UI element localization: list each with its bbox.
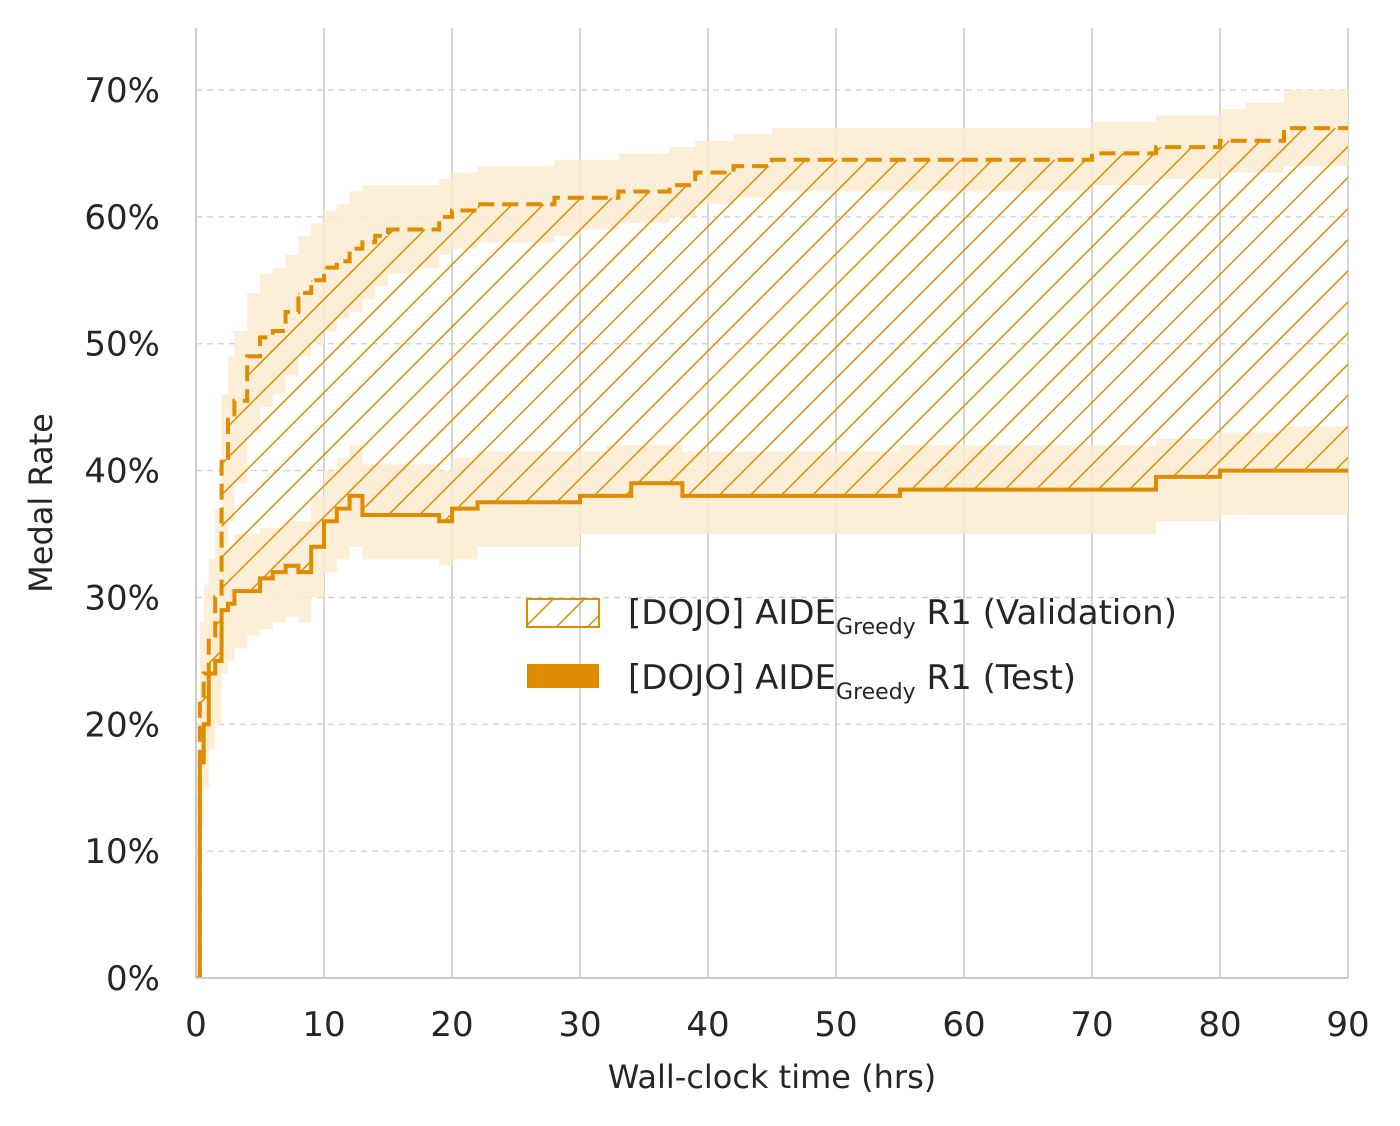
test-line [196, 468, 1348, 978]
x-tick-label: 70 [1070, 1005, 1113, 1045]
tick-labels: 0 10 20 30 40 50 60 70 80 90 0% 10% 20% 30% 40% 50% 60% 7… [84, 71, 1369, 1045]
x-tick-label: 50 [814, 1005, 857, 1045]
y-tick-label: 70% [84, 71, 160, 111]
y-tick-label: 40% [84, 452, 160, 492]
confidence-band-test [196, 426, 1348, 978]
hatched-gap-fill [196, 128, 1348, 978]
y-tick-label: 10% [84, 832, 160, 872]
legend: [DOJO] AIDEGreedy R1 (Validation) [DOJO]… [526, 593, 1177, 705]
x-tick-label: 40 [686, 1005, 729, 1045]
x-tick-label: 80 [1198, 1005, 1241, 1045]
y-tick-label: 30% [84, 578, 160, 618]
legend-test-label: [DOJO] AIDEGreedy R1 (Test) [628, 658, 1076, 705]
y-tick-label: 60% [84, 198, 160, 238]
y-tick-label: 20% [84, 705, 160, 745]
x-tick-label: 20 [430, 1005, 473, 1045]
y-tick-label: 50% [84, 325, 160, 365]
legend-validation-swatch [526, 598, 600, 628]
y-axis-label: Medal Rate [22, 413, 60, 593]
x-axis-label: Wall-clock time (hrs) [608, 1058, 936, 1096]
x-tick-label: 60 [942, 1005, 985, 1045]
validation-line [196, 126, 1348, 978]
legend-test-swatch [527, 664, 599, 688]
y-tick-label: 0% [106, 959, 160, 999]
confidence-bands [196, 90, 1348, 978]
axes [195, 28, 1348, 979]
x-tick-label: 90 [1326, 1005, 1369, 1045]
series-lines [196, 126, 1348, 978]
x-tick-label: 30 [558, 1005, 601, 1045]
legend-validation-label: [DOJO] AIDEGreedy R1 (Validation) [628, 593, 1177, 640]
x-tick-label: 0 [185, 1005, 207, 1045]
hatched-gap-region [196, 128, 1348, 978]
x-tick-label: 10 [302, 1005, 345, 1045]
